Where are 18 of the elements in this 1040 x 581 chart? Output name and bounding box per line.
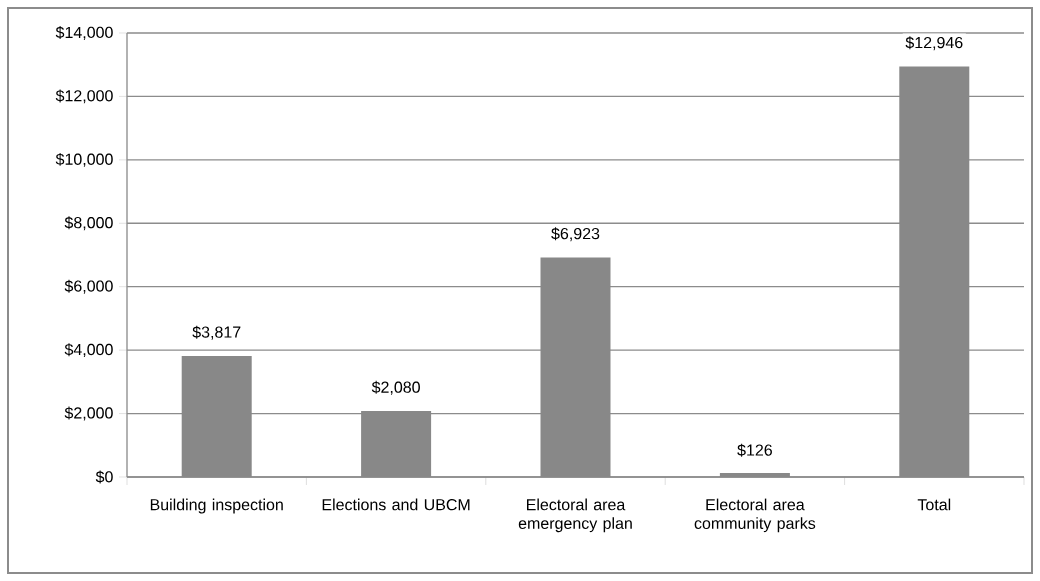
data-label: $12,946 xyxy=(905,36,963,51)
x-tick-label: Electoral area emergency plan xyxy=(518,498,632,533)
y-tick-label: $8,000 xyxy=(64,216,113,231)
y-tick-label: $4,000 xyxy=(64,343,113,358)
y-tick-label: $14,000 xyxy=(55,26,113,40)
y-tick-label: $10,000 xyxy=(55,152,113,167)
y-tick-label: $0 xyxy=(95,470,113,484)
data-label: $2,080 xyxy=(371,380,420,395)
x-tick-label: Electoral area community parks xyxy=(694,498,816,533)
y-tick-label: $12,000 xyxy=(55,89,113,104)
x-tick-label: Total xyxy=(917,498,951,511)
x-tick-label: Elections and UBCM xyxy=(322,498,470,511)
data-label: $6,923 xyxy=(551,227,600,242)
y-tick-label: $2,000 xyxy=(64,406,113,421)
data-label: $126 xyxy=(737,443,772,457)
y-tick-label: $6,000 xyxy=(64,279,113,294)
data-label: $3,817 xyxy=(192,325,241,340)
x-tick-label: Building inspection xyxy=(150,498,283,514)
